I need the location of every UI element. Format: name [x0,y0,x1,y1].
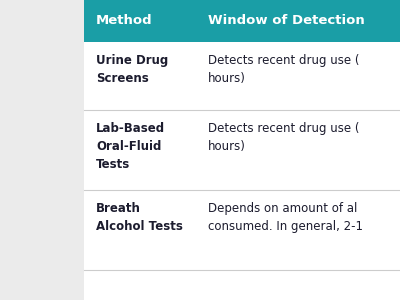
Text: Urine Drug
Screens: Urine Drug Screens [96,54,168,85]
Bar [84,0,400,300]
Text: Method: Method [96,14,153,28]
Text: Depends on amount of al
consumed. In general, 2-1: Depends on amount of al consumed. In gen… [208,202,363,233]
Text: Lab-Based
Oral-Fluid
Tests: Lab-Based Oral-Fluid Tests [96,122,165,171]
Text: Detects recent drug use (
hours): Detects recent drug use ( hours) [208,122,360,153]
Bar [84,0,400,42]
Text: Breath
Alcohol Tests: Breath Alcohol Tests [96,202,183,233]
Text: Detects recent drug use (
hours): Detects recent drug use ( hours) [208,54,360,85]
Text: Window of Detection: Window of Detection [208,14,365,28]
